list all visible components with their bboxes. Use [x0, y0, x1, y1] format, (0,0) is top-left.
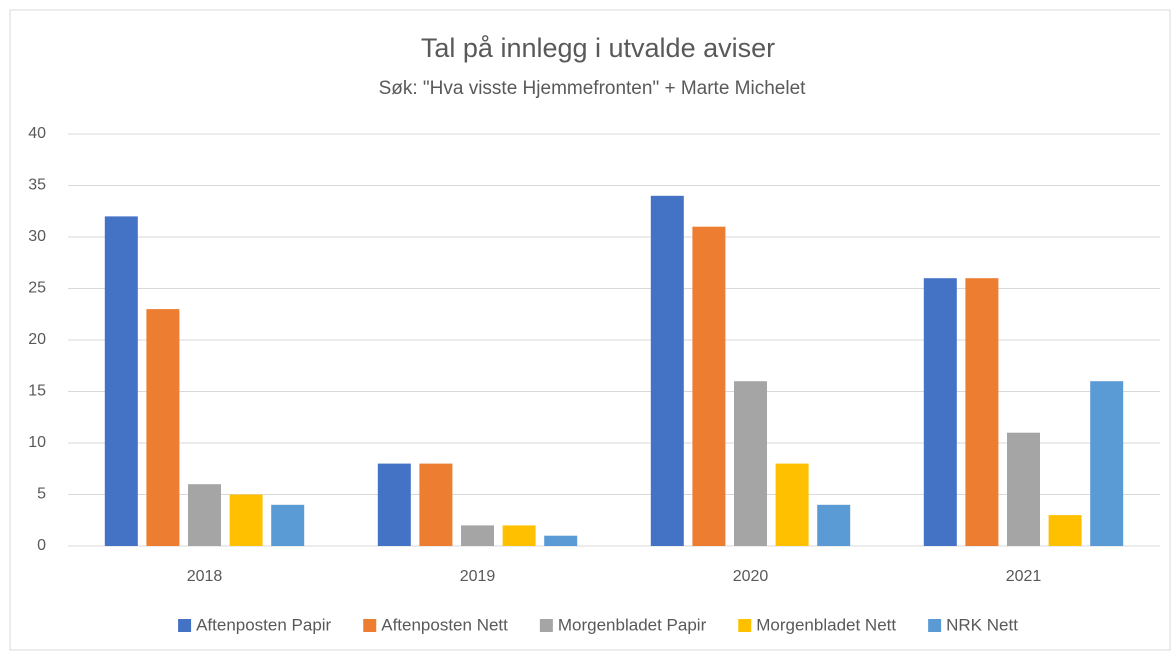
chart-title: Tal på innlegg i utvalde aviser — [421, 33, 775, 63]
legend-swatch — [178, 619, 192, 632]
legend-label: Morgenbladet Papir — [558, 615, 707, 634]
y-tick-label: 35 — [28, 177, 46, 194]
y-tick-label: 15 — [28, 383, 46, 400]
y-tick-label: 20 — [28, 331, 46, 348]
x-tick-label: 2020 — [733, 568, 769, 585]
x-tick-label: 2019 — [460, 568, 496, 585]
legend-swatch — [738, 619, 752, 632]
bar — [965, 278, 999, 546]
y-tick-label: 30 — [28, 228, 46, 245]
legend-label: Aftenposten Nett — [381, 615, 508, 634]
bar — [461, 525, 494, 546]
y-tick-label: 40 — [28, 125, 46, 142]
legend-label: NRK Nett — [946, 615, 1018, 634]
bar — [650, 195, 684, 547]
legend-swatch — [363, 619, 377, 632]
legend-swatch — [539, 619, 553, 632]
bar — [377, 463, 411, 546]
bar — [775, 463, 809, 546]
y-tick-label: 25 — [28, 280, 46, 297]
bar — [419, 463, 453, 546]
bar — [544, 535, 578, 546]
bar — [229, 494, 263, 546]
x-tick-label: 2018 — [187, 568, 223, 585]
bar — [146, 309, 180, 546]
y-tick-label: 5 — [37, 486, 46, 503]
bar — [734, 381, 767, 546]
y-tick-label: 0 — [37, 537, 46, 554]
bar — [271, 504, 305, 546]
legend-swatch — [928, 619, 942, 632]
bar — [1090, 381, 1124, 546]
x-tick-label: 2021 — [1006, 568, 1042, 585]
chart-subtitle: Søk: "Hva visste Hjemmefronten" + Marte … — [379, 78, 807, 99]
bar — [1048, 515, 1082, 546]
bar — [923, 278, 957, 546]
legend-label: Morgenbladet Nett — [756, 615, 896, 634]
bar — [502, 525, 536, 546]
bar — [104, 216, 138, 546]
bar — [692, 226, 726, 546]
bar — [188, 484, 221, 546]
bar — [817, 504, 851, 546]
y-tick-label: 10 — [28, 434, 46, 451]
bar — [1007, 432, 1040, 546]
legend-label: Aftenposten Papir — [196, 615, 331, 634]
